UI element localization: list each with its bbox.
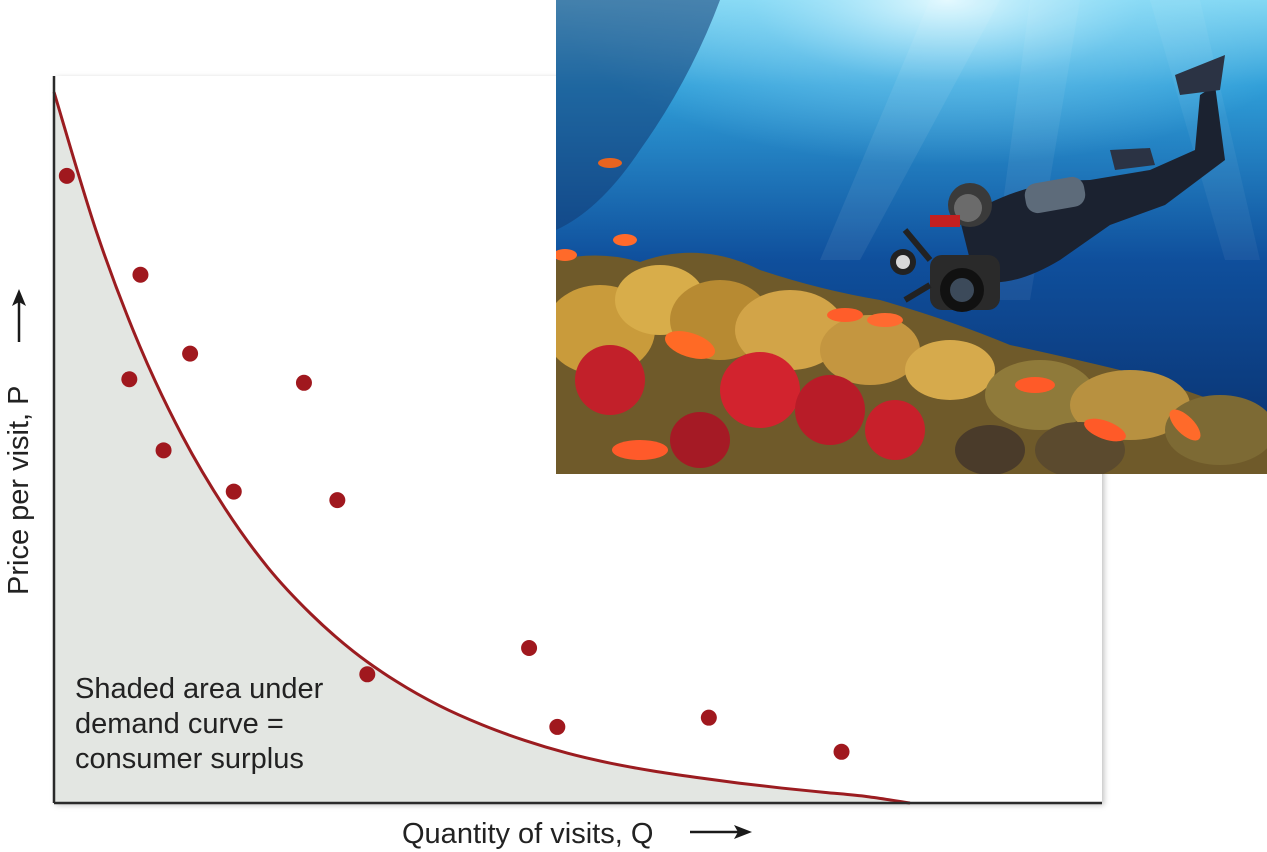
- data-point-10: [521, 640, 538, 657]
- data-point-8: [329, 492, 346, 509]
- diver-photo: [556, 0, 1267, 474]
- data-point-5: [155, 442, 172, 459]
- scuba-diver: [890, 55, 1225, 312]
- x-axis-title: Quantity of visits, Q: [402, 818, 653, 850]
- annotation-line-1: Shaded area under: [75, 673, 324, 705]
- y-axis-arrow-icon: [12, 289, 26, 342]
- annotation-line-2: demand curve =: [75, 708, 284, 740]
- data-point-3: [121, 371, 138, 388]
- data-point-2: [132, 266, 149, 283]
- data-point-7: [295, 374, 312, 391]
- consumer-surplus-shaded-area: [54, 92, 910, 803]
- y-axis-title: Price per visit, P: [3, 386, 35, 596]
- data-point-1: [58, 167, 75, 184]
- data-point-11: [549, 718, 566, 735]
- data-point-9: [359, 666, 376, 683]
- annotation-line-3: consumer surplus: [75, 743, 304, 775]
- data-point-6: [225, 483, 242, 500]
- demand-curve: [52, 91, 911, 805]
- data-point-4: [182, 345, 199, 362]
- data-point-12: [700, 709, 717, 726]
- x-axis-arrow-icon: [690, 825, 752, 839]
- data-point-13: [833, 743, 850, 760]
- data-points: [58, 167, 850, 760]
